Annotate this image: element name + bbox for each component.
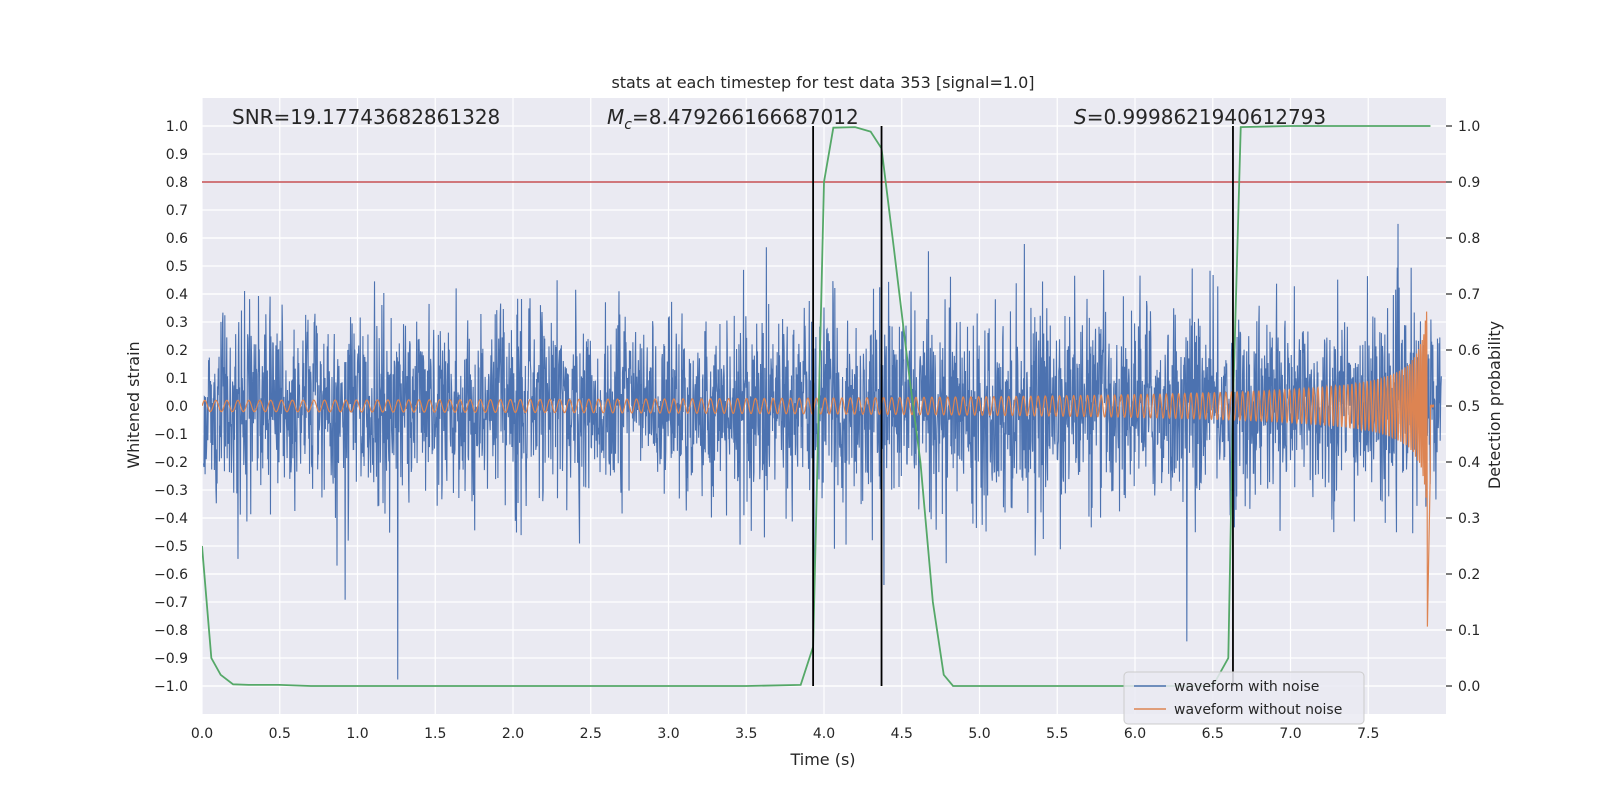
x-axis-label: Time (s) [789, 750, 855, 769]
legend-box [1123, 671, 1365, 725]
y-tick-label: 0.9 [166, 147, 188, 163]
y-tick-label: −0.7 [154, 595, 188, 611]
series-detection-probability [202, 125, 1431, 687]
y-tick-label: −0.9 [154, 651, 188, 667]
y-tick-label: −0.4 [154, 511, 188, 527]
y-tick-label: −0.8 [154, 623, 188, 639]
chirp-mass-subscript: c [624, 117, 632, 133]
chirp-mass-symbol: M [607, 105, 624, 129]
chirp-mass-annotation: Mc=8.479266166687012 [607, 105, 859, 133]
y-tick-label: 0.2 [166, 343, 188, 359]
y-tick-label: 1.0 [166, 119, 188, 135]
y2-tick-label: 0.8 [1458, 231, 1480, 247]
s-value: =0.9998621940612793 [1087, 105, 1326, 129]
x-tick-label: 6.0 [1124, 726, 1146, 742]
y-tick-label: −0.6 [154, 567, 188, 583]
y-tick-label: 0.4 [166, 287, 188, 303]
y-tick-label: 0.1 [166, 371, 188, 387]
y2-tick-label: 1.0 [1458, 119, 1480, 135]
y-tick-label: −0.1 [154, 427, 188, 443]
y2-tick-label: 0.6 [1458, 343, 1480, 359]
y2-tick-label: 0.7 [1458, 287, 1480, 303]
y-tick-label: −0.5 [154, 539, 188, 555]
x-tick-label: 3.5 [735, 726, 757, 742]
y-tick-label: −1.0 [154, 679, 188, 695]
x-tick-label: 5.5 [1046, 726, 1068, 742]
legend-label-noisy: waveform with noise [1174, 679, 1319, 695]
x-tick-label: 7.0 [1279, 726, 1301, 742]
y-tick-label: 0.8 [166, 175, 188, 191]
y-axis-label: Whitened strain [124, 341, 143, 468]
y2-tick-label: 0.4 [1458, 455, 1480, 471]
x-tick-label: 3.0 [657, 726, 679, 742]
x-tick-label: 1.5 [424, 726, 446, 742]
s-annotation: S=0.9998621940612793 [1074, 105, 1326, 129]
y2-tick-label: 0.3 [1458, 511, 1480, 527]
y-tick-label: 0.3 [166, 315, 188, 331]
y-tick-label: −0.3 [154, 483, 188, 499]
x-tick-label: 2.5 [580, 726, 602, 742]
s-symbol: S [1074, 105, 1087, 129]
x-tick-label: 1.0 [346, 726, 368, 742]
x-tick-label: 4.5 [891, 726, 913, 742]
snr-annotation: SNR=19.17743682861328 [232, 105, 500, 129]
x-tick-label: 4.0 [813, 726, 835, 742]
x-tick-label: 2.0 [502, 726, 524, 742]
y-tick-label: 0.7 [166, 203, 188, 219]
y2-tick-label: 0.1 [1458, 623, 1480, 639]
legend: waveform with noise waveform without noi… [1123, 671, 1365, 725]
y-tick-label: 0.5 [166, 259, 188, 275]
x-tick-label: 7.5 [1357, 726, 1379, 742]
y-tick-label: −0.2 [154, 455, 188, 471]
chart-title: stats at each timestep for test data 353… [611, 73, 1034, 92]
y-tick-label: 0.6 [166, 231, 188, 247]
x-tick-label: 5.0 [968, 726, 990, 742]
y2-tick-label: 0.2 [1458, 567, 1480, 583]
y2-axis-label: Detection probability [1485, 321, 1504, 489]
legend-label-clean: waveform without noise [1174, 702, 1342, 718]
y2-tick-label: 0.9 [1458, 175, 1480, 191]
x-tick-label: 0.5 [269, 726, 291, 742]
y-tick-label: 0.0 [166, 399, 188, 415]
y2-tick-label: 0.5 [1458, 399, 1480, 415]
series-waveform-without-noise [202, 311, 1435, 627]
y2-tick-label: 0.0 [1458, 679, 1480, 695]
chirp-mass-value: =8.479266166687012 [632, 105, 859, 129]
x-tick-label: 0.0 [191, 726, 213, 742]
x-tick-label: 6.5 [1202, 726, 1224, 742]
